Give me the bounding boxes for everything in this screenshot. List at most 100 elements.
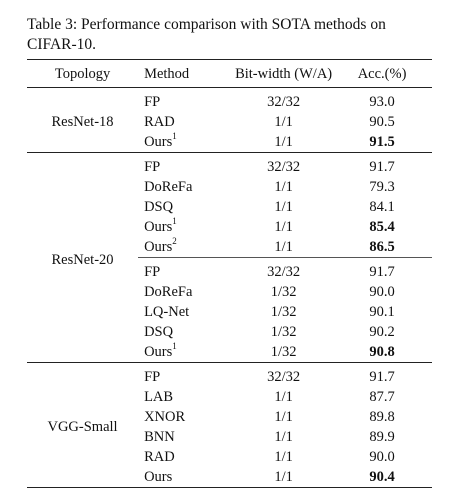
method-cell: BNN <box>138 427 235 447</box>
method-cell: FP <box>138 88 235 113</box>
method-name: RAD <box>144 449 175 465</box>
bitwidth-cell: 1/1 <box>274 179 293 195</box>
accuracy-cell: 90.4 <box>369 469 395 485</box>
table-caption: Table 3: Performance comparison with SOT… <box>27 16 386 53</box>
method-name: Ours <box>144 134 173 150</box>
accuracy-cell: 84.1 <box>369 199 395 215</box>
table-row: Ours1 1/32 90.8 <box>27 342 432 363</box>
table-row: VGG-Small FP 32/32 91.7 <box>27 362 432 435</box>
accuracy-cell: 90.2 <box>369 324 395 340</box>
bitwidth-cell: 1/32 <box>270 304 297 320</box>
table-row: RAD 1/1 90.0 <box>27 447 432 467</box>
method-name: DSQ <box>144 199 174 215</box>
accuracy-cell: 91.7 <box>369 264 395 280</box>
bitwidth-cell: 1/1 <box>274 429 293 445</box>
bitwidth-cell: 1/32 <box>270 344 297 360</box>
accuracy-cell: 93.0 <box>369 94 395 110</box>
method-name: DSQ <box>144 324 174 340</box>
table-row: ResNet-18 FP 32/32 93.0 <box>27 87 432 130</box>
table-row: FP 32/32 91.7 <box>27 257 432 283</box>
bitwidth-cell: 1/1 <box>274 449 293 465</box>
method-footnote-mark: 1 <box>172 216 177 227</box>
table-row: RAD 1/1 90.5 <box>27 112 432 132</box>
header-row: Topology Method Bit-width (W/A) Acc.(%) <box>27 59 432 88</box>
method-name: FP <box>144 94 161 110</box>
method-name: FP <box>144 264 161 280</box>
bitwidth-cell: 1/1 <box>274 469 293 485</box>
table-row: DSQ 1/32 90.2 <box>27 322 432 342</box>
method-name: FP <box>144 159 161 175</box>
results-table: Topology Method Bit-width (W/A) Acc.(%) … <box>27 59 432 488</box>
header-accuracy: Acc.(%) <box>357 65 407 82</box>
table-row: BNN 1/1 89.9 <box>27 427 432 447</box>
table-row: DoReFa 1/1 79.3 <box>27 177 432 197</box>
bitwidth-cell: 1/1 <box>274 219 293 235</box>
table-row: XNOR 1/1 89.8 <box>27 407 432 427</box>
accuracy-cell: 85.4 <box>369 219 395 235</box>
header-topology: Topology <box>54 65 111 82</box>
method-name: LQ-Net <box>144 304 190 320</box>
method-cell: XNOR <box>138 407 235 427</box>
accuracy-cell: 89.9 <box>369 429 395 445</box>
method-cell: Ours <box>138 467 235 488</box>
table-body: ResNet-18 FP 32/32 93.0 RAD 1/1 90.5 Ours1 1/1 91… <box>27 87 432 488</box>
accuracy-cell: 86.5 <box>369 239 395 255</box>
table-row: Ours2 1/1 86.5 <box>27 237 432 258</box>
method-cell: FP <box>138 153 235 178</box>
bitwidth-cell: 32/32 <box>267 94 301 110</box>
bitwidth-cell: 32/32 <box>267 369 301 385</box>
table-row: Ours1 1/1 91.5 <box>27 132 432 153</box>
table-row: ResNet-20 FP 32/32 91.7 <box>27 152 432 268</box>
method-cell: DSQ <box>138 197 235 217</box>
method-footnote-mark: 2 <box>172 236 177 247</box>
method-name: DoReFa <box>144 179 193 195</box>
method-cell: RAD <box>138 112 235 132</box>
method-name: BNN <box>144 429 175 445</box>
bitwidth-cell: 32/32 <box>267 159 301 175</box>
accuracy-cell: 91.7 <box>369 159 395 175</box>
bitwidth-cell: 1/32 <box>270 284 297 300</box>
accuracy-cell: 90.0 <box>369 284 395 300</box>
bitwidth-cell: 1/1 <box>274 239 293 255</box>
method-name: XNOR <box>144 409 186 425</box>
method-name: LAB <box>144 389 174 405</box>
method-footnote-mark: 1 <box>172 131 177 142</box>
method-cell: Ours1 <box>138 342 235 363</box>
method-cell: Ours1 <box>138 217 235 237</box>
method-cell: RAD <box>138 447 235 467</box>
method-cell: Ours2 <box>138 237 235 258</box>
method-cell: DSQ <box>138 322 235 342</box>
table-row: Ours 1/1 90.4 <box>27 467 432 488</box>
topology-cell: ResNet-20 <box>51 251 114 268</box>
header-method: Method <box>144 65 190 82</box>
method-name: RAD <box>144 114 175 130</box>
method-cell: LQ-Net <box>138 302 235 322</box>
method-name: Ours <box>144 469 173 485</box>
method-cell: LAB <box>138 387 235 407</box>
method-cell: DoReFa <box>138 177 235 197</box>
method-cell: Ours1 <box>138 132 235 153</box>
table-row: Ours1 1/1 85.4 <box>27 217 432 237</box>
topology-cell: VGG-Small <box>47 419 118 435</box>
accuracy-cell: 91.5 <box>369 134 395 150</box>
method-name: FP <box>144 369 161 385</box>
method-cell: DoReFa <box>138 282 235 302</box>
accuracy-cell: 90.0 <box>369 449 395 465</box>
method-cell: FP <box>138 363 235 388</box>
table-row: LAB 1/1 87.7 <box>27 387 432 407</box>
topology-cell: ResNet-18 <box>51 114 114 130</box>
bitwidth-cell: 32/32 <box>267 264 301 280</box>
accuracy-cell: 89.8 <box>369 409 395 425</box>
bitwidth-cell: 1/1 <box>274 389 293 405</box>
method-name: Ours <box>144 239 173 255</box>
method-footnote-mark: 1 <box>172 341 177 352</box>
bitwidth-cell: 1/32 <box>270 324 297 340</box>
method-cell: FP <box>138 258 235 283</box>
method-name: DoReFa <box>144 284 193 300</box>
header-bitwidth: Bit-width (W/A) <box>235 65 333 82</box>
accuracy-cell: 91.7 <box>369 369 395 385</box>
method-name: Ours <box>144 219 173 235</box>
bitwidth-cell: 1/1 <box>274 114 293 130</box>
bitwidth-cell: 1/1 <box>274 409 293 425</box>
accuracy-cell: 90.8 <box>369 344 395 360</box>
